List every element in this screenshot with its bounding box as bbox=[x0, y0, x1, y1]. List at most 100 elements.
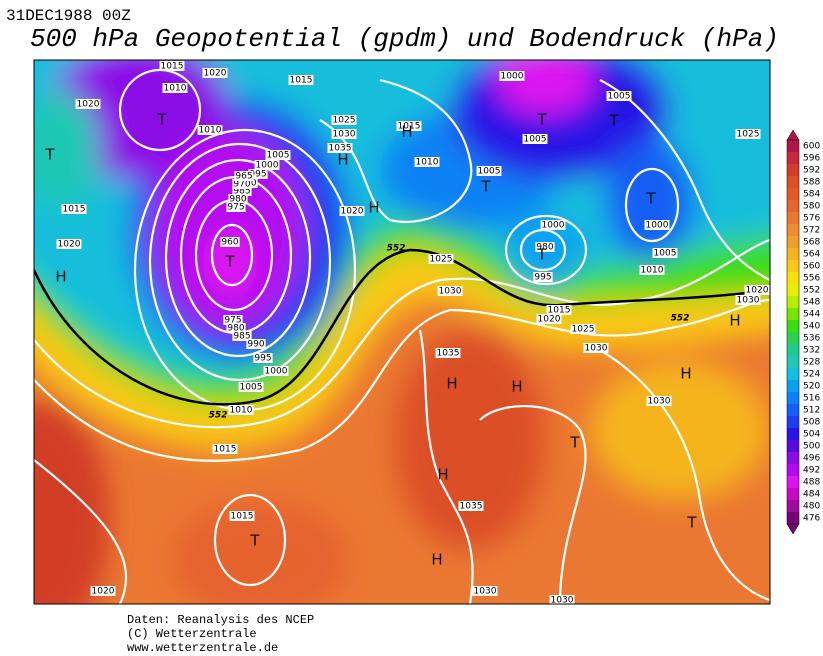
colorbar-label: 584 bbox=[803, 190, 820, 200]
colorbar-label: 492 bbox=[803, 466, 820, 476]
isobar-label-bg bbox=[212, 444, 238, 454]
colorbar-label: 480 bbox=[803, 502, 820, 512]
colorbar-swatch bbox=[787, 296, 799, 308]
isobar-label: 990 bbox=[247, 340, 264, 350]
colorbar-swatch bbox=[787, 200, 799, 212]
isobar-label-bg bbox=[228, 194, 248, 204]
isobar-label: 1000 bbox=[542, 221, 565, 231]
isobar-label: 1035 bbox=[460, 502, 483, 512]
colorbar-swatch bbox=[787, 488, 799, 500]
map-frame bbox=[33, 59, 771, 605]
colorbar-swatch bbox=[787, 152, 799, 164]
isobar-label: 1000 bbox=[265, 367, 288, 377]
line-552 bbox=[34, 248, 770, 406]
isobar-label: 1020 bbox=[538, 315, 561, 325]
footer-line: (C) Wetterzentrale bbox=[127, 627, 257, 641]
isobar-label: 1010 bbox=[164, 84, 187, 94]
colorbar-swatch bbox=[787, 368, 799, 380]
isobar-label: 1010 bbox=[416, 158, 439, 168]
isobar-label-bg bbox=[253, 353, 273, 363]
isobar-label: 1030 bbox=[737, 296, 760, 306]
pressure-center: H bbox=[431, 551, 442, 569]
line-552-label: 552 bbox=[209, 411, 228, 421]
isobar-label: 1015 bbox=[231, 512, 254, 522]
colorbar-label: 488 bbox=[803, 478, 820, 488]
colorbar-label: 600 bbox=[803, 142, 820, 152]
isobar-label-bg bbox=[472, 586, 498, 596]
date-label: 31DEC1988 00Z bbox=[6, 7, 131, 25]
isobar-label: 1000 bbox=[646, 221, 669, 231]
footer-line: www.wetterzentrale.de bbox=[127, 641, 278, 655]
isobar-label: 1015 bbox=[63, 205, 86, 215]
isobar-label-bg bbox=[458, 501, 484, 511]
isobar-label: 985 bbox=[233, 187, 250, 197]
isobar-label: 1020 bbox=[92, 587, 115, 597]
isobar-label: 995 bbox=[249, 170, 266, 180]
colorbar-swatch bbox=[787, 164, 799, 176]
colorbar-swatch bbox=[787, 260, 799, 272]
isobar-label-bg bbox=[220, 237, 240, 247]
colorbar-label: 504 bbox=[803, 430, 820, 440]
colorbar-label: 564 bbox=[803, 250, 820, 260]
isobar-label-bg bbox=[238, 382, 264, 392]
isobar-label: 980 bbox=[229, 195, 246, 205]
isobar-label: 1030 bbox=[474, 587, 497, 597]
isobar-label-bg bbox=[265, 150, 291, 160]
footer-line: Daten: Reanalysis des NCEP bbox=[127, 613, 314, 627]
colorbar-label: 540 bbox=[803, 322, 820, 332]
isobar-label: 1030 bbox=[439, 287, 462, 297]
colorbar-swatch bbox=[787, 452, 799, 464]
colorbar-swatch bbox=[787, 392, 799, 404]
isobar-label: 1015 bbox=[161, 62, 184, 72]
isobar-label: 1025 bbox=[737, 130, 760, 140]
isobar-label-bg bbox=[263, 366, 289, 376]
colorbar-swatch bbox=[787, 236, 799, 248]
colorbar-label: 544 bbox=[803, 310, 820, 320]
isobar-label-bg bbox=[533, 272, 553, 282]
isobar-label: 1005 bbox=[654, 249, 677, 259]
pressure-center: T bbox=[480, 178, 491, 196]
isobar-label-bg bbox=[644, 220, 670, 230]
colorbar-swatch bbox=[787, 464, 799, 476]
colorbar-swatch bbox=[787, 284, 799, 296]
colorbar-swatch bbox=[787, 356, 799, 368]
colorbar-label: 536 bbox=[803, 334, 820, 344]
isobar-label-bg bbox=[90, 586, 116, 596]
pressure-center: T bbox=[249, 532, 260, 550]
colorbar-swatch bbox=[787, 140, 799, 152]
isobar-label: 1020 bbox=[58, 240, 81, 250]
footer: Daten: Reanalysis des NCEP(C) Wetterzent… bbox=[127, 613, 314, 655]
colorbar-swatch bbox=[787, 224, 799, 236]
colorbar-swatch bbox=[787, 176, 799, 188]
colorbar-swatch bbox=[787, 440, 799, 452]
isobar-label: 1015 bbox=[548, 306, 571, 316]
isobar-label: 995 bbox=[254, 354, 271, 364]
isobars bbox=[34, 68, 770, 604]
isobar-label-bg bbox=[570, 324, 596, 334]
isobar-label-bg bbox=[396, 121, 422, 131]
colorbar-swatch bbox=[787, 416, 799, 428]
isobar-label-bg bbox=[744, 285, 770, 295]
isobar-label-bg bbox=[414, 157, 440, 167]
isobar-label-bg bbox=[159, 61, 185, 71]
isobar-label: 1005 bbox=[608, 92, 631, 102]
isobar-label-bg bbox=[437, 286, 463, 296]
isobar-label-bg bbox=[202, 68, 228, 78]
isobar-label: 995 bbox=[534, 273, 551, 283]
isobar-label-bg bbox=[228, 405, 254, 415]
colorbar-swatch bbox=[787, 188, 799, 200]
colorbar-swatch bbox=[787, 428, 799, 440]
colorbar-frame bbox=[786, 139, 800, 525]
isobar-label: 1025 bbox=[430, 255, 453, 265]
isobar-label: 975 bbox=[224, 316, 241, 326]
pressure-center: H bbox=[511, 378, 522, 396]
isobar-label: 1020 bbox=[746, 286, 769, 296]
isobar-label: 1030 bbox=[551, 596, 574, 606]
isobar-label: 1020 bbox=[341, 207, 364, 217]
isobar-label: 1015 bbox=[214, 445, 237, 455]
isobar-label-bg bbox=[735, 129, 761, 139]
colorbar-swatch bbox=[787, 476, 799, 488]
isobar-label-bg bbox=[546, 305, 572, 315]
colorbar-label: 576 bbox=[803, 214, 820, 224]
isobar-label: 970 bbox=[233, 180, 250, 190]
